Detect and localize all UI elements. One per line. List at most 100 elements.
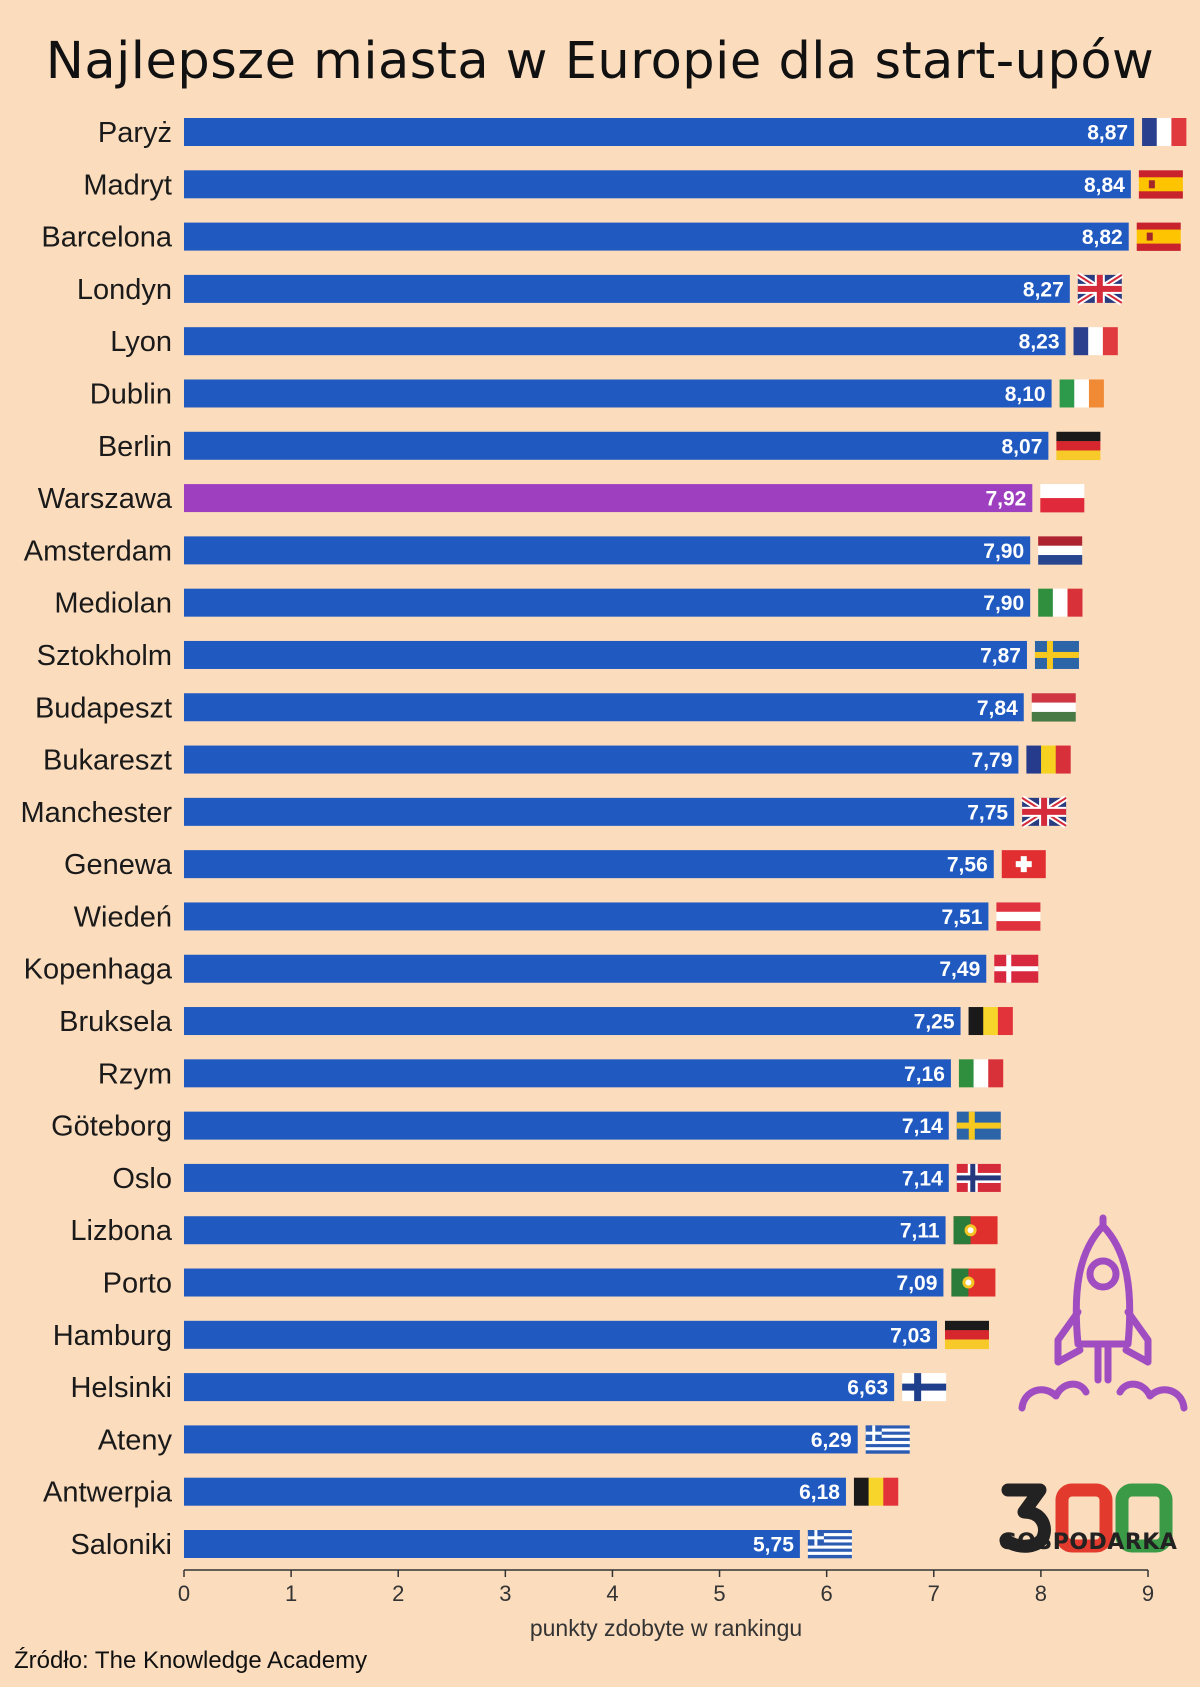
category-label-paryz: Paryż [98, 117, 172, 149]
bar-genewa [184, 850, 994, 879]
bar-budapeszt [184, 693, 1024, 722]
value-label-bukareszt: 7,79 [972, 749, 1013, 772]
value-label-goteborg: 7,14 [902, 1115, 943, 1138]
flag-it-icon [1038, 588, 1083, 617]
x-tick-label: 0 [178, 1581, 190, 1606]
bar-lyon [184, 327, 1066, 356]
category-label-goteborg: Göteborg [51, 1111, 172, 1143]
category-label-warszawa: Warszawa [38, 483, 173, 515]
value-label-dublin: 8,10 [1005, 383, 1046, 406]
flag-gb-icon [1076, 272, 1124, 306]
category-label-manchester: Manchester [20, 797, 172, 829]
brand-logo [999, 1483, 1173, 1553]
category-label-bruksela: Bruksela [59, 1006, 173, 1038]
x-tick-label: 9 [1142, 1581, 1154, 1606]
x-tick-label: 8 [1035, 1581, 1047, 1606]
category-label-antwerpia: Antwerpia [43, 1477, 173, 1509]
bar-berlin [184, 431, 1049, 460]
bar-dublin [184, 379, 1052, 408]
flag-de-icon [944, 1320, 989, 1350]
x-tick-label: 6 [821, 1581, 833, 1606]
bar-bruksela [184, 1007, 961, 1036]
flag-dk-icon [994, 954, 1039, 983]
value-label-genewa: 7,56 [947, 854, 988, 877]
value-label-lyon: 8,23 [1019, 331, 1060, 354]
bar-warszawa [184, 484, 1033, 513]
category-label-ateny: Ateny [98, 1424, 173, 1456]
bar-barcelona [184, 222, 1129, 251]
flag-nl-icon [1038, 536, 1083, 565]
bar-wieden [184, 902, 989, 931]
category-label-saloniki: Saloniki [70, 1529, 172, 1561]
flag-be-icon [968, 1007, 1013, 1036]
category-label-helsinki: Helsinki [70, 1372, 172, 1404]
category-label-londyn: Londyn [77, 274, 172, 306]
category-label-bukareszt: Bukareszt [43, 745, 172, 777]
x-tick-label: 5 [713, 1581, 725, 1606]
rocket-icon [1018, 1214, 1188, 1412]
flag-ie-icon [1059, 379, 1104, 408]
value-label-hamburg: 7,03 [890, 1324, 931, 1347]
x-tick-label: 3 [499, 1581, 511, 1606]
value-label-mediolan: 7,90 [983, 592, 1024, 615]
value-label-amsterdam: 7,90 [983, 540, 1024, 563]
bar-amsterdam [184, 536, 1031, 565]
value-label-londyn: 8,27 [1023, 278, 1064, 301]
value-label-sztokholm: 7,87 [980, 644, 1021, 667]
flag-be-icon [853, 1477, 899, 1506]
flag-gr-icon [807, 1530, 852, 1559]
flag-gr-icon [865, 1425, 910, 1454]
bar-lizbona [184, 1216, 946, 1245]
value-label-helsinki: 6,63 [847, 1377, 888, 1400]
value-label-warszawa: 7,92 [985, 488, 1026, 511]
bar-antwerpia [184, 1477, 846, 1506]
category-label-porto: Porto [103, 1268, 172, 1300]
bar-hamburg [184, 1320, 937, 1349]
bar-helsinki [184, 1373, 895, 1402]
flag-pl-icon [1040, 484, 1085, 513]
category-label-kopenhaga: Kopenhaga [24, 954, 173, 986]
flag-hu-icon [1031, 693, 1076, 722]
bar-mediolan [184, 588, 1031, 617]
flag-pt-icon [953, 1216, 998, 1245]
category-label-madryt: Madryt [83, 169, 172, 201]
flag-fr-icon [1073, 327, 1118, 356]
category-label-oslo: Oslo [112, 1163, 172, 1195]
flag-it-icon [958, 1059, 1004, 1088]
value-label-manchester: 7,75 [967, 801, 1008, 824]
bar-sztokholm [184, 640, 1027, 669]
value-label-wieden: 7,51 [942, 906, 983, 929]
bar-madryt [184, 170, 1131, 199]
flag-no-icon [956, 1163, 1001, 1192]
chart-title: Najlepsze miasta w Europie dla start-upó… [45, 32, 1155, 91]
category-label-wieden: Wiedeń [74, 901, 172, 933]
category-label-genewa: Genewa [64, 849, 173, 881]
category-label-mediolan: Mediolan [54, 588, 172, 620]
value-label-rzym: 7,16 [904, 1063, 945, 1086]
value-label-madryt: 8,84 [1084, 174, 1125, 197]
x-tick-label: 2 [392, 1581, 404, 1606]
value-label-ateny: 6,29 [811, 1429, 852, 1452]
value-label-paryz: 8,87 [1087, 122, 1128, 145]
flag-de-icon [1056, 431, 1101, 461]
bar-goteborg [184, 1111, 949, 1140]
category-label-barcelona: Barcelona [41, 222, 172, 254]
flag-se-icon [1034, 640, 1079, 669]
category-label-amsterdam: Amsterdam [24, 535, 172, 567]
x-tick-label: 1 [285, 1581, 297, 1606]
x-tick-label: 4 [606, 1581, 618, 1606]
bar-porto [184, 1268, 944, 1297]
category-label-hamburg: Hamburg [53, 1320, 172, 1352]
bar-oslo [184, 1163, 949, 1192]
source-note: Źródło: The Knowledge Academy [14, 1647, 368, 1674]
value-label-saloniki: 5,75 [753, 1534, 794, 1557]
value-label-porto: 7,09 [897, 1272, 938, 1295]
brand-name: GOSPODARKA [998, 1530, 1178, 1555]
flag-pt-icon [951, 1268, 996, 1297]
category-label-berlin: Berlin [98, 431, 172, 463]
flag-ro-icon [1026, 745, 1071, 774]
value-label-budapeszt: 7,84 [977, 697, 1018, 720]
value-label-lizbona: 7,11 [900, 1220, 940, 1243]
